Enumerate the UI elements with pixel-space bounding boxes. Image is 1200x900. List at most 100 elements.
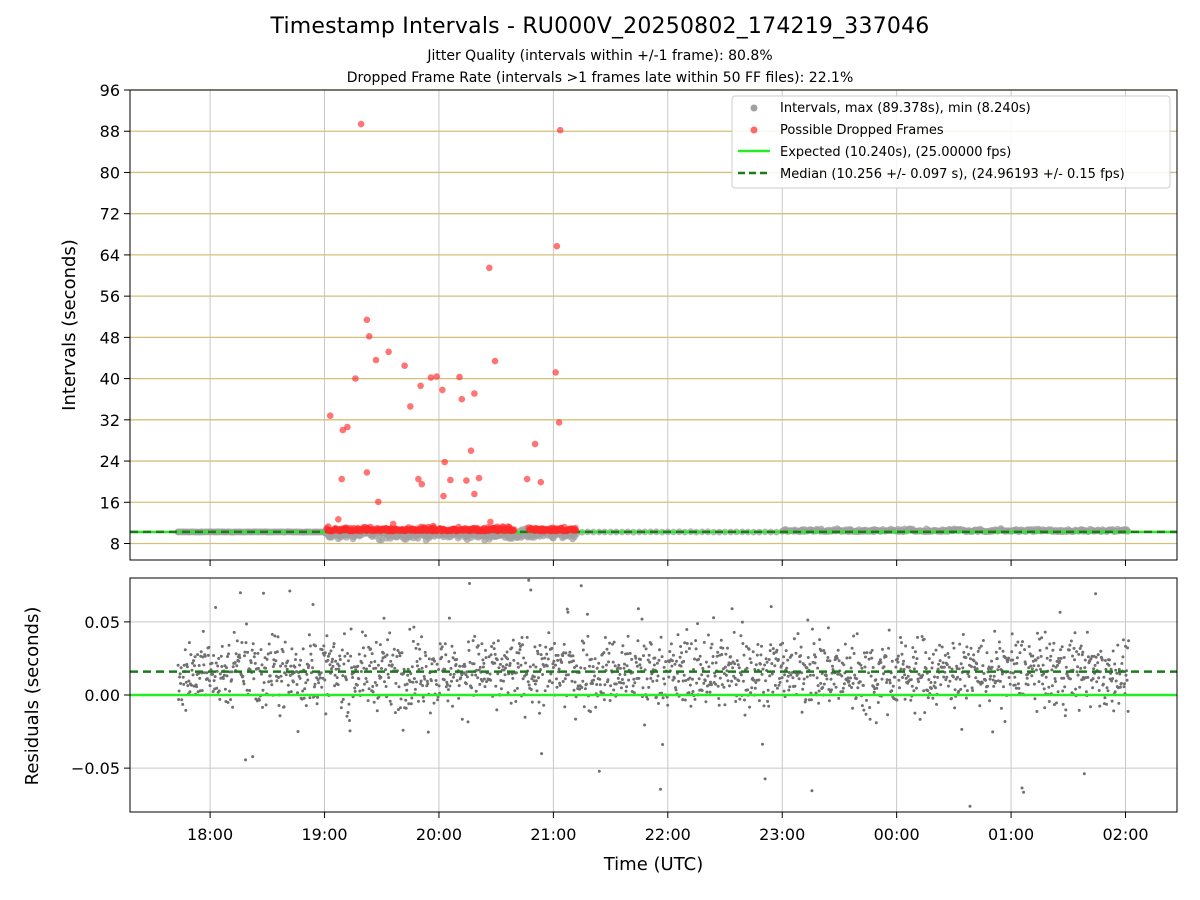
residual-point [1118, 672, 1122, 676]
residual-point [1056, 690, 1060, 694]
residual-point [701, 666, 705, 670]
residual-point [682, 673, 686, 677]
residual-point [263, 656, 267, 660]
dropped-frame-point [365, 333, 373, 340]
residual-point [1037, 664, 1040, 668]
residual-point [455, 658, 459, 661]
residual-point [851, 706, 855, 710]
residual-point [767, 704, 771, 708]
residual-point [193, 655, 197, 659]
residual-point [939, 683, 943, 687]
residual-point [284, 664, 288, 668]
residual-point [676, 633, 680, 637]
residual-point [413, 687, 417, 691]
residual-point [972, 653, 976, 657]
residual-point [1030, 674, 1034, 678]
residual-point [462, 671, 466, 675]
residual-point [561, 680, 565, 683]
residual-point [796, 632, 800, 636]
dropped-frame-point [363, 469, 371, 476]
residual-point [654, 695, 658, 699]
residual-point [304, 704, 308, 708]
residual-point [285, 667, 289, 671]
residual-point [529, 688, 533, 691]
residual-point [706, 633, 710, 637]
residual-point [358, 689, 362, 693]
residual-point [1053, 677, 1057, 681]
residual-point [253, 661, 257, 665]
residual-point [310, 658, 314, 662]
residual-point [380, 667, 383, 670]
residual-point [1029, 664, 1033, 668]
residual-point [990, 665, 994, 669]
residual-point [244, 641, 248, 645]
residual-point [1101, 682, 1105, 686]
dropped-frame-point [375, 498, 382, 506]
residual-point [751, 650, 755, 654]
residual-point [934, 686, 937, 690]
residual-point [367, 645, 371, 649]
residual-point [1110, 699, 1114, 703]
residual-point [351, 676, 355, 679]
residual-point [560, 661, 564, 664]
residual-point [619, 681, 623, 685]
residual-point [915, 657, 919, 661]
residual-point [843, 642, 847, 646]
residual-point [365, 680, 369, 684]
bottom-x-tick-label: 22:00 [645, 825, 691, 844]
residual-point [527, 578, 531, 582]
residual-point [526, 680, 530, 684]
residual-point [802, 682, 806, 686]
residual-point [885, 681, 889, 684]
residual-point [763, 777, 767, 781]
residual-point [1097, 676, 1101, 680]
residual-point [636, 639, 640, 643]
residual-point [180, 698, 184, 702]
residual-point [190, 668, 194, 672]
residual-point [370, 652, 374, 656]
residual-point [553, 642, 556, 645]
residual-point [797, 677, 801, 681]
residual-point [332, 642, 336, 646]
residual-point [848, 656, 852, 660]
residual-point [900, 652, 904, 656]
residual-point [612, 640, 616, 644]
residual-point [685, 628, 689, 631]
residual-point [850, 646, 854, 650]
residual-point [201, 655, 205, 659]
residual-point [747, 647, 751, 651]
residual-point [1074, 687, 1078, 691]
residual-point [1068, 677, 1072, 681]
residual-point [555, 677, 558, 681]
residual-point [1097, 689, 1101, 692]
residual-point [375, 709, 379, 713]
residual-point [470, 686, 474, 690]
residual-point [371, 690, 375, 694]
residual-point [1100, 658, 1104, 662]
residual-point [976, 649, 980, 653]
residual-point [806, 618, 810, 622]
residual-point [988, 677, 992, 681]
dropped-frame-point [441, 458, 449, 466]
residual-point [1039, 667, 1042, 671]
residual-point [677, 679, 681, 683]
residual-point [467, 648, 471, 652]
residual-point [958, 642, 962, 646]
residual-point [955, 664, 959, 668]
residual-point [853, 673, 857, 677]
residual-point [729, 655, 733, 659]
residual-point [1061, 689, 1065, 693]
residual-point [1113, 690, 1117, 694]
residual-point [278, 714, 282, 718]
residual-point [741, 679, 745, 683]
residual-point [688, 676, 692, 680]
residual-point [720, 683, 724, 687]
residual-point [191, 673, 195, 677]
residual-point [881, 647, 884, 651]
residual-point [710, 642, 714, 646]
top-y-tick-label: 24 [100, 452, 120, 471]
residual-point [909, 698, 913, 702]
residual-point [505, 650, 509, 654]
residual-point [340, 700, 344, 704]
residual-point [230, 678, 234, 682]
